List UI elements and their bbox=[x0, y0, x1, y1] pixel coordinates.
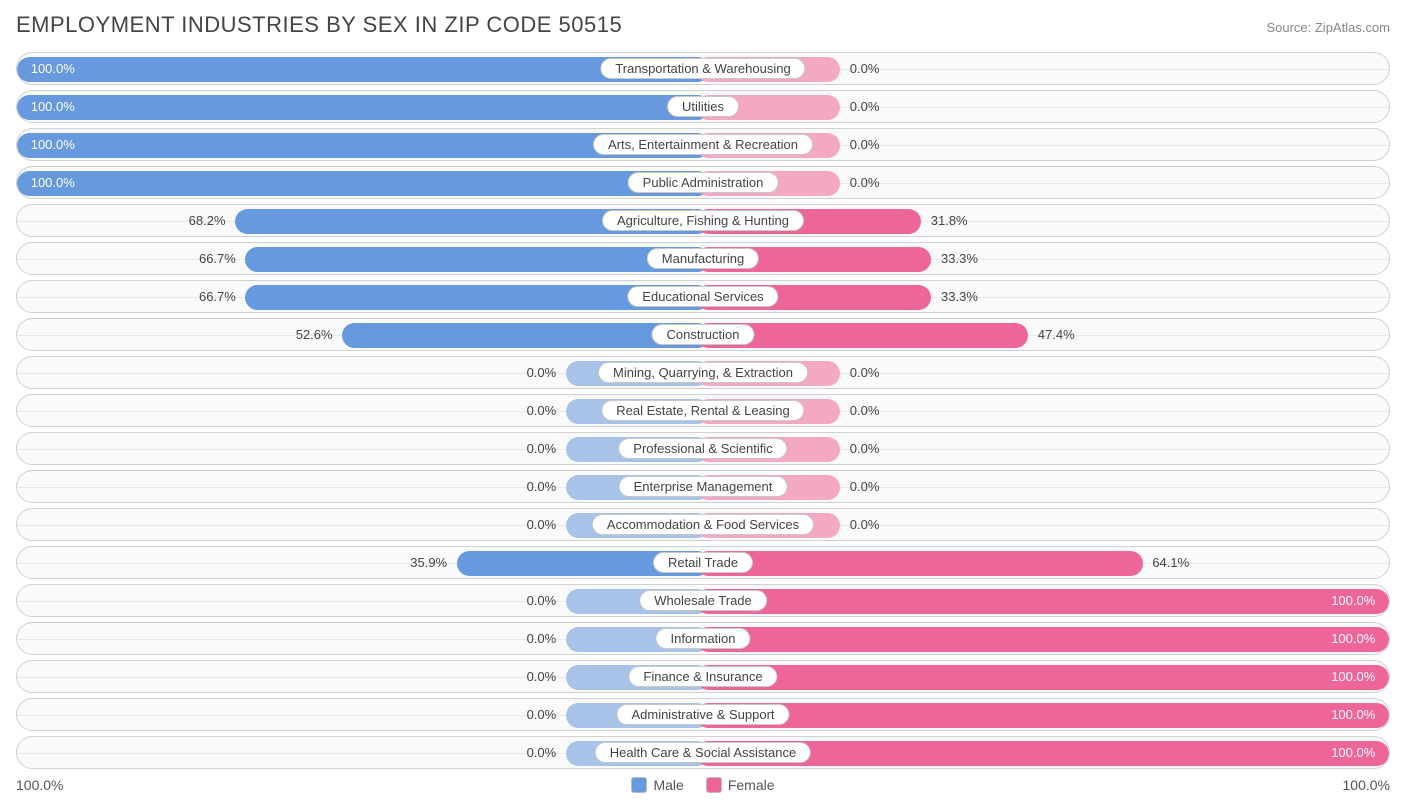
male-value: 100.0% bbox=[31, 99, 75, 114]
female-bar bbox=[696, 703, 1389, 728]
female-value: 100.0% bbox=[1331, 593, 1375, 608]
row-label: Educational Services bbox=[627, 286, 778, 307]
male-value: 0.0% bbox=[527, 365, 557, 380]
female-value: 47.4% bbox=[1038, 327, 1075, 342]
male-value: 0.0% bbox=[527, 517, 557, 532]
female-value: 0.0% bbox=[850, 175, 880, 190]
male-bar bbox=[17, 171, 710, 196]
row-label: Accommodation & Food Services bbox=[592, 514, 814, 535]
male-value: 100.0% bbox=[31, 137, 75, 152]
bar-row: Finance & Insurance 0.0% 100.0% bbox=[16, 660, 1390, 693]
bar-row: Mining, Quarrying, & Extraction 0.0% 0.0% bbox=[16, 356, 1390, 389]
male-value: 100.0% bbox=[31, 175, 75, 190]
row-label: Health Care & Social Assistance bbox=[595, 742, 811, 763]
male-swatch bbox=[631, 777, 647, 793]
female-value: 100.0% bbox=[1331, 669, 1375, 684]
row-label: Enterprise Management bbox=[619, 476, 788, 497]
male-value: 0.0% bbox=[527, 707, 557, 722]
bar-row: Enterprise Management 0.0% 0.0% bbox=[16, 470, 1390, 503]
male-bar bbox=[245, 247, 709, 272]
row-label: Manufacturing bbox=[647, 248, 759, 269]
female-value: 0.0% bbox=[850, 61, 880, 76]
row-label: Utilities bbox=[667, 96, 739, 117]
row-label: Information bbox=[655, 628, 750, 649]
row-label: Construction bbox=[652, 324, 755, 345]
row-label: Mining, Quarrying, & Extraction bbox=[598, 362, 808, 383]
male-value: 0.0% bbox=[527, 593, 557, 608]
female-value: 33.3% bbox=[941, 251, 978, 266]
female-bar bbox=[696, 589, 1389, 614]
chart-source: Source: ZipAtlas.com bbox=[1266, 20, 1390, 35]
row-label: Transportation & Warehousing bbox=[600, 58, 805, 79]
bar-row: Wholesale Trade 0.0% 100.0% bbox=[16, 584, 1390, 617]
female-value: 0.0% bbox=[850, 517, 880, 532]
bar-row: Construction 52.6% 47.4% bbox=[16, 318, 1390, 351]
bar-row: Real Estate, Rental & Leasing 0.0% 0.0% bbox=[16, 394, 1390, 427]
row-label: Wholesale Trade bbox=[639, 590, 767, 611]
bar-row: Agriculture, Fishing & Hunting 68.2% 31.8% bbox=[16, 204, 1390, 237]
male-value: 0.0% bbox=[527, 479, 557, 494]
male-value: 35.9% bbox=[410, 555, 447, 570]
legend-female: Female bbox=[706, 777, 775, 793]
bar-row: Accommodation & Food Services 0.0% 0.0% bbox=[16, 508, 1390, 541]
legend-male-label: Male bbox=[653, 777, 683, 793]
bar-row: Arts, Entertainment & Recreation 100.0% 0.… bbox=[16, 128, 1390, 161]
row-label: Real Estate, Rental & Leasing bbox=[601, 400, 804, 421]
bar-row: Educational Services 66.7% 33.3% bbox=[16, 280, 1390, 313]
male-value: 100.0% bbox=[31, 61, 75, 76]
male-value: 0.0% bbox=[527, 403, 557, 418]
row-label: Agriculture, Fishing & Hunting bbox=[602, 210, 804, 231]
female-value: 0.0% bbox=[850, 99, 880, 114]
row-label: Finance & Insurance bbox=[628, 666, 777, 687]
female-value: 33.3% bbox=[941, 289, 978, 304]
bar-row: Information 0.0% 100.0% bbox=[16, 622, 1390, 655]
female-bar bbox=[696, 665, 1389, 690]
female-value: 0.0% bbox=[850, 441, 880, 456]
bar-row: Manufacturing 66.7% 33.3% bbox=[16, 242, 1390, 275]
legend-male: Male bbox=[631, 777, 683, 793]
legend-female-label: Female bbox=[728, 777, 775, 793]
row-label: Administrative & Support bbox=[616, 704, 789, 725]
male-value: 66.7% bbox=[199, 251, 236, 266]
axis-right-label: 100.0% bbox=[1343, 777, 1390, 793]
row-label: Retail Trade bbox=[653, 552, 753, 573]
chart-area: Transportation & Warehousing100.0%0.0%Ut… bbox=[16, 52, 1390, 769]
bar-row: Utilities 100.0% 0.0% bbox=[16, 90, 1390, 123]
male-value: 68.2% bbox=[189, 213, 226, 228]
male-value: 0.0% bbox=[527, 745, 557, 760]
bar-row: Transportation & Warehousing 100.0% 0.0% bbox=[16, 52, 1390, 85]
axis-left-label: 100.0% bbox=[16, 777, 63, 793]
female-bar bbox=[696, 627, 1389, 652]
chart-title: EMPLOYMENT INDUSTRIES BY SEX IN ZIP CODE… bbox=[16, 12, 622, 38]
female-value: 64.1% bbox=[1152, 555, 1189, 570]
male-value: 0.0% bbox=[527, 669, 557, 684]
male-bar bbox=[17, 95, 710, 120]
bar-row: Professional & Scientific 0.0% 0.0% bbox=[16, 432, 1390, 465]
chart-header: EMPLOYMENT INDUSTRIES BY SEX IN ZIP CODE… bbox=[16, 12, 1390, 38]
female-value: 0.0% bbox=[850, 365, 880, 380]
female-value: 0.0% bbox=[850, 479, 880, 494]
female-value: 31.8% bbox=[931, 213, 968, 228]
chart-footer: 100.0% Male Female 100.0% bbox=[16, 777, 1390, 793]
bar-row: Retail Trade 35.9% 64.1% bbox=[16, 546, 1390, 579]
bar-row: Health Care & Social Assistance 0.0% 100.0… bbox=[16, 736, 1390, 769]
female-value: 0.0% bbox=[850, 137, 880, 152]
legend: Male Female bbox=[631, 777, 774, 793]
male-value: 0.0% bbox=[527, 441, 557, 456]
female-swatch bbox=[706, 777, 722, 793]
bar-row: Administrative & Support 0.0% 100.0% bbox=[16, 698, 1390, 731]
female-value: 100.0% bbox=[1331, 745, 1375, 760]
bar-row: Public Administration 100.0% 0.0% bbox=[16, 166, 1390, 199]
female-value: 100.0% bbox=[1331, 631, 1375, 646]
female-value: 100.0% bbox=[1331, 707, 1375, 722]
row-label: Public Administration bbox=[628, 172, 779, 193]
female-value: 0.0% bbox=[850, 403, 880, 418]
male-value: 52.6% bbox=[296, 327, 333, 342]
female-bar bbox=[696, 551, 1143, 576]
row-label: Arts, Entertainment & Recreation bbox=[593, 134, 813, 155]
male-value: 0.0% bbox=[527, 631, 557, 646]
row-label: Professional & Scientific bbox=[618, 438, 787, 459]
male-value: 66.7% bbox=[199, 289, 236, 304]
